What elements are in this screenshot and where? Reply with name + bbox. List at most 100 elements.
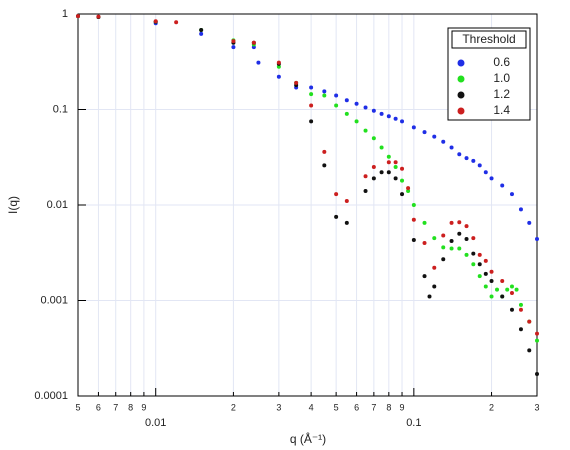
data-point [518, 207, 523, 212]
data-point [432, 134, 437, 139]
x-tick-label: 5 [334, 402, 339, 412]
data-point [422, 220, 427, 225]
x-axis-label: q (Å⁻¹) [290, 431, 326, 446]
data-point [411, 203, 416, 207]
data-point [344, 220, 349, 225]
data-point [441, 245, 446, 250]
data-point [276, 60, 281, 65]
data-point [322, 163, 327, 168]
data-point [322, 93, 327, 98]
data-point [477, 262, 482, 267]
data-point [386, 114, 391, 119]
x-tick-label: 7 [371, 402, 376, 412]
x-tick-label: 5 [75, 402, 80, 412]
data-point [153, 19, 158, 24]
data-point [500, 294, 505, 299]
data-point [406, 189, 411, 194]
data-point [393, 160, 398, 165]
data-point [449, 145, 454, 150]
data-point [483, 284, 488, 289]
data-point [441, 139, 446, 144]
data-point [354, 119, 359, 124]
data-point [449, 238, 454, 243]
data-point [457, 220, 462, 225]
data-point [354, 101, 359, 106]
data-point [309, 92, 314, 97]
data-point [464, 224, 469, 229]
data-point [334, 214, 339, 219]
legend-label: 1.4 [493, 103, 510, 117]
data-point [256, 60, 261, 65]
data-point [483, 170, 488, 175]
y-tick-label: 0.01 [47, 199, 68, 211]
y-tick-label: 0.0001 [34, 390, 68, 402]
data-point [400, 119, 405, 124]
data-point [441, 257, 446, 262]
data-point [363, 105, 368, 110]
x-tick-label: 8 [386, 402, 391, 412]
data-point [477, 252, 482, 257]
data-point [495, 287, 500, 292]
data-point [449, 246, 454, 251]
data-point [449, 220, 454, 225]
data-point [199, 31, 204, 36]
x-tick-label: 9 [400, 402, 405, 412]
x-tick-label: 3 [534, 402, 539, 412]
data-point [411, 238, 416, 243]
data-point [400, 178, 405, 183]
data-point [406, 186, 411, 191]
x-tick-label: 4 [309, 402, 314, 412]
data-point [489, 176, 494, 181]
data-point [309, 103, 314, 108]
x-tick-label: 9 [141, 402, 146, 412]
data-point [422, 241, 427, 246]
data-point [344, 98, 349, 103]
data-point [535, 338, 539, 343]
data-point [344, 111, 349, 116]
data-point [432, 284, 437, 289]
x-tick-label: 0.1 [406, 417, 421, 429]
data-point [489, 294, 494, 299]
data-point [527, 348, 532, 353]
data-point [457, 152, 462, 157]
legend-marker [457, 75, 465, 83]
data-point [509, 290, 514, 295]
data-point [464, 237, 469, 242]
x-tick-label: 8 [128, 402, 133, 412]
data-point [500, 279, 505, 284]
legend-title-box [451, 30, 527, 49]
data-point [334, 103, 339, 108]
data-point [509, 307, 514, 312]
data-point [457, 231, 462, 236]
data-point [432, 265, 437, 270]
data-point [464, 156, 469, 161]
data-point [527, 319, 532, 324]
data-point [363, 174, 368, 179]
data-point [400, 192, 405, 197]
data-point [231, 45, 236, 50]
y-tick-label: 0.1 [53, 103, 68, 115]
data-point [379, 111, 384, 116]
data-point [518, 307, 523, 312]
x-tick-label: 3 [276, 402, 281, 412]
data-point [386, 154, 391, 159]
data-point [422, 274, 427, 279]
data-point [371, 164, 376, 169]
data-point [231, 39, 236, 44]
y-tick-label: 0.001 [40, 294, 68, 306]
data-point [371, 108, 376, 113]
data-point [411, 217, 416, 222]
data-point [471, 236, 476, 241]
data-point [411, 125, 416, 130]
data-point [535, 331, 539, 336]
legend-label: 0.6 [493, 55, 510, 69]
x-tick-label: 7 [113, 402, 118, 412]
legend-marker [457, 107, 465, 115]
legend-title: Threshold [462, 32, 515, 46]
data-point [432, 236, 437, 241]
data-point [518, 302, 523, 307]
legend-label: 1.0 [493, 71, 510, 85]
data-point [276, 64, 281, 69]
data-point [393, 176, 398, 181]
